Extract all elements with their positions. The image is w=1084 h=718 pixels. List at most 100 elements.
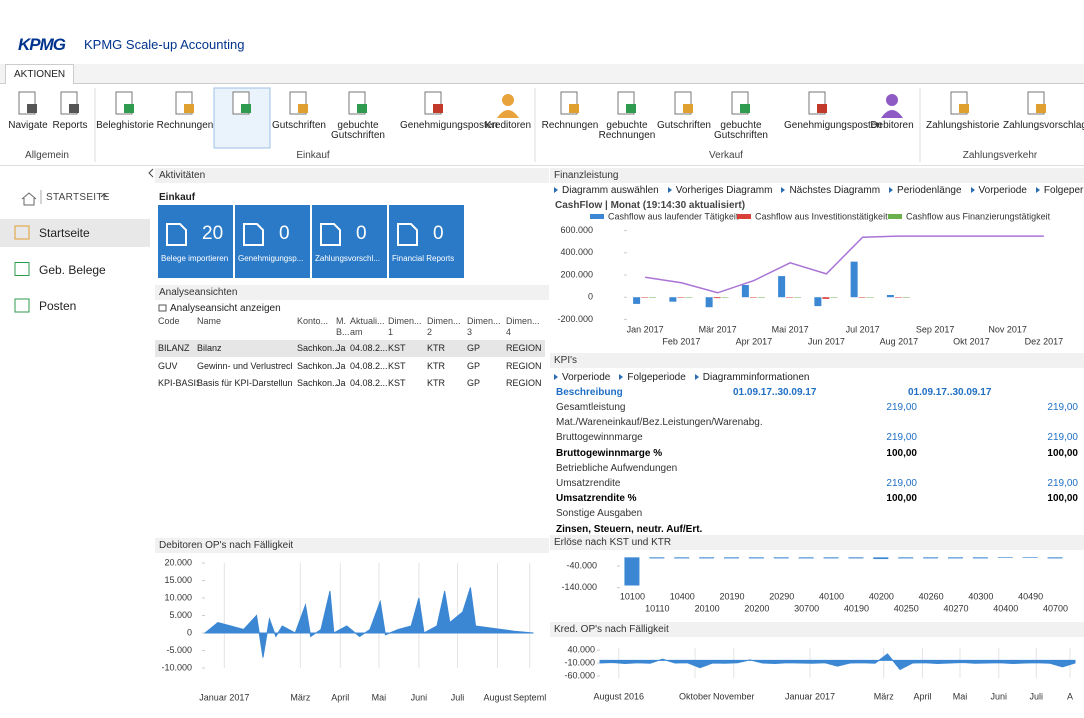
row-label: Gesamtleistung [556,402,626,413]
icon [357,104,367,113]
icon [740,104,750,113]
toolbar-item[interactable]: Vorperiode [554,372,610,383]
x-tick-label: Juli [451,692,465,702]
ribbon-button[interactable]: Beleghistorie [96,120,154,131]
nav-item[interactable]: Posten [39,299,77,313]
x-tick-label: Jun 2017 [808,336,845,346]
y-tick-label: 0 [187,627,192,637]
legend-label: Cashflow aus laufender Tätigkeit [608,211,739,221]
bar [721,297,729,298]
x-tick-label: Januar 2017 [199,692,249,702]
icon [289,91,307,115]
ribbon-button[interactable]: Reports [52,120,88,131]
icon [184,104,194,113]
bar [794,297,802,298]
cell: Basis für KPI-Darstellung [197,378,292,388]
icon [502,94,514,106]
tile[interactable] [312,205,387,278]
cell: Ja [336,343,346,353]
bar [773,557,789,559]
ribbon-button[interactable]: Zahlungsvorschlag [1003,120,1084,131]
bar [898,557,914,559]
tile-count: 0 [433,223,444,244]
toolbar-item[interactable]: Diagramminformationen [695,372,810,383]
ribbon-button[interactable]: gebuchte Gutschriften [714,120,768,141]
panel-header: Analyseansichten [155,285,549,300]
bar [822,297,830,299]
icon [674,91,692,115]
bar [814,297,822,307]
bar [699,557,715,559]
x-tick-label: Januar 2017 [785,691,835,701]
nav-item[interactable]: Startseite [39,226,90,240]
icon [950,91,968,115]
bar [677,297,685,298]
ribbon-button[interactable]: Genehmigungsposten [784,120,882,131]
cell: KST [388,360,406,371]
y-tick-label: 600.000 [560,225,593,235]
bar [902,297,910,298]
x-tick-label: 20190 [719,591,744,601]
panel-header: Erlöse nach KST und KTR [550,535,1084,550]
x-tick-label: 20290 [769,591,794,601]
bar [972,557,988,559]
cell: 100,00 [886,447,917,459]
cell: Sachkon... [297,360,339,371]
icon [886,94,898,106]
y-tick-label: 200.000 [560,269,593,279]
column-header: Dimen... 2 [427,316,461,337]
ribbon-button[interactable]: Rechnungen [156,120,214,131]
nav-item[interactable]: Geb. Belege [39,262,106,277]
action-link[interactable]: Analyseansicht anzeigen [170,303,281,314]
toolbar-item[interactable]: Folgeperiode [619,372,685,383]
ribbon-button[interactable]: Gutschriften [657,120,711,131]
row-label: Bruttogewinnmarge % [556,447,663,459]
bar [741,285,749,298]
area [599,653,1076,671]
ribbon-button[interactable]: Navigate [8,120,48,131]
x-tick-label: August [483,692,512,702]
bar [674,557,690,559]
ribbon-button[interactable]: gebuchte Gutschriften [331,120,385,141]
bar [749,297,757,298]
x-tick-label: Oktober [679,691,711,701]
toolbar-item[interactable]: Vorperiode [971,185,1027,196]
x-tick-label: Mai [953,691,968,701]
ribbon-button[interactable]: Debitoren [870,120,914,131]
ribbon-tab[interactable]: AKTIONEN [5,64,75,84]
ribbon-button[interactable]: Kreditoren [484,120,532,131]
toolbar-item[interactable]: Vorheriges Diagramm [668,185,773,196]
x-tick-label: 30700 [794,603,819,613]
toolbar-item[interactable]: Periodenlänge [889,185,962,196]
bar [649,297,657,298]
icon [626,104,636,113]
ribbon-button[interactable]: gebuchte Rechnungen [598,120,656,141]
bar [748,557,764,559]
y-tick-label: 400.000 [560,247,593,257]
toolbar-item[interactable]: Diagramm auswählen [554,185,659,196]
icon [560,91,578,115]
cell: KTR [427,343,445,353]
toolbar-item[interactable]: Nächstes Diagramm [781,185,880,196]
bar [1047,557,1063,559]
icon [232,91,250,115]
icon [497,110,519,118]
tile[interactable] [389,205,464,278]
row-label: Umsatzrendite [556,478,621,489]
toolbar-item[interactable]: Folgeperiode [1036,185,1084,196]
home-icon [21,192,37,206]
x-tick-label: Juli [1029,691,1043,701]
group-label: Einkauf [296,150,330,161]
ribbon-button[interactable]: Gutschriften [272,120,326,131]
ribbon-button[interactable]: Zahlungshistorie [926,120,1000,131]
area [203,587,534,658]
ribbon-button[interactable]: Rechnungen [541,120,599,131]
tile[interactable] [235,205,310,278]
column-header: Name [197,316,222,326]
ribbon-button[interactable]: Genehmigungsposten [400,120,498,131]
column-header: Dimen... 4 [506,316,540,337]
y-tick-label: -10.000 [564,657,595,667]
nav-home[interactable]: STARTSEITE [46,192,110,203]
cell: KTR [427,360,445,371]
